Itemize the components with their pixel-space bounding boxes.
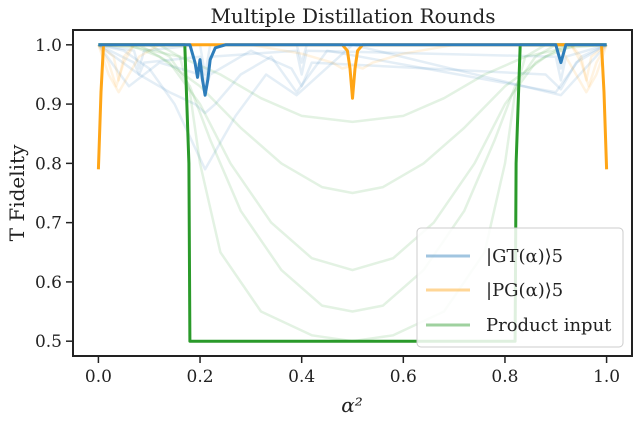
gt-round-line-2 (97, 43, 608, 91)
x-tick-label: 0.2 (187, 367, 214, 387)
product-round-line-2 (98, 43, 607, 272)
x-tick-label: 0.0 (85, 367, 112, 387)
legend-box (416, 227, 624, 348)
x-tick-label: 1.0 (593, 367, 620, 387)
gt-final-line (98, 43, 607, 97)
product-round-line-1 (98, 43, 607, 313)
product-final-line (98, 43, 607, 343)
x-tick-label: 0.4 (288, 367, 315, 387)
final-series-lines (96, 43, 609, 343)
y-axis-ticks: 0.5 0.6 0.7 0.8 0.9 1.0 (35, 36, 73, 352)
gt-round-line-3 (97, 43, 607, 88)
y-tick-label: 0.9 (35, 95, 62, 115)
x-axis-ticks: 0.0 0.2 0.4 0.6 0.8 1.0 (85, 356, 620, 387)
axes-frame (72, 29, 633, 357)
legend: |GT(α)⟩5 |PG(α)⟩5 Product input (416, 227, 624, 348)
chart-title: Multiple Distillation Rounds (210, 4, 495, 28)
legend-label-gt: |GT(α)⟩5 (486, 246, 563, 267)
y-tick-label: 0.6 (35, 273, 62, 293)
gt-round-line-1 (97, 43, 608, 115)
y-tick-label: 0.8 (35, 154, 62, 174)
gt-round-line-0 (98, 43, 608, 171)
x-tick-label: 0.8 (491, 367, 518, 387)
product-round-line-4 (98, 43, 607, 124)
y-tick-label: 0.5 (35, 332, 62, 352)
product-round-line-3 (98, 43, 607, 195)
y-tick-label: 0.7 (35, 214, 62, 234)
y-tick-label: 1.0 (35, 36, 62, 56)
y-axis-label: T Fidelity (5, 144, 29, 241)
pg-round-line-3 (98, 43, 607, 70)
legend-label-pg: |PG(α)⟩5 (486, 280, 563, 301)
x-tick-label: 0.6 (390, 367, 417, 387)
legend-label-product: Product input (486, 315, 612, 336)
x-axis-label: α² (341, 393, 363, 417)
